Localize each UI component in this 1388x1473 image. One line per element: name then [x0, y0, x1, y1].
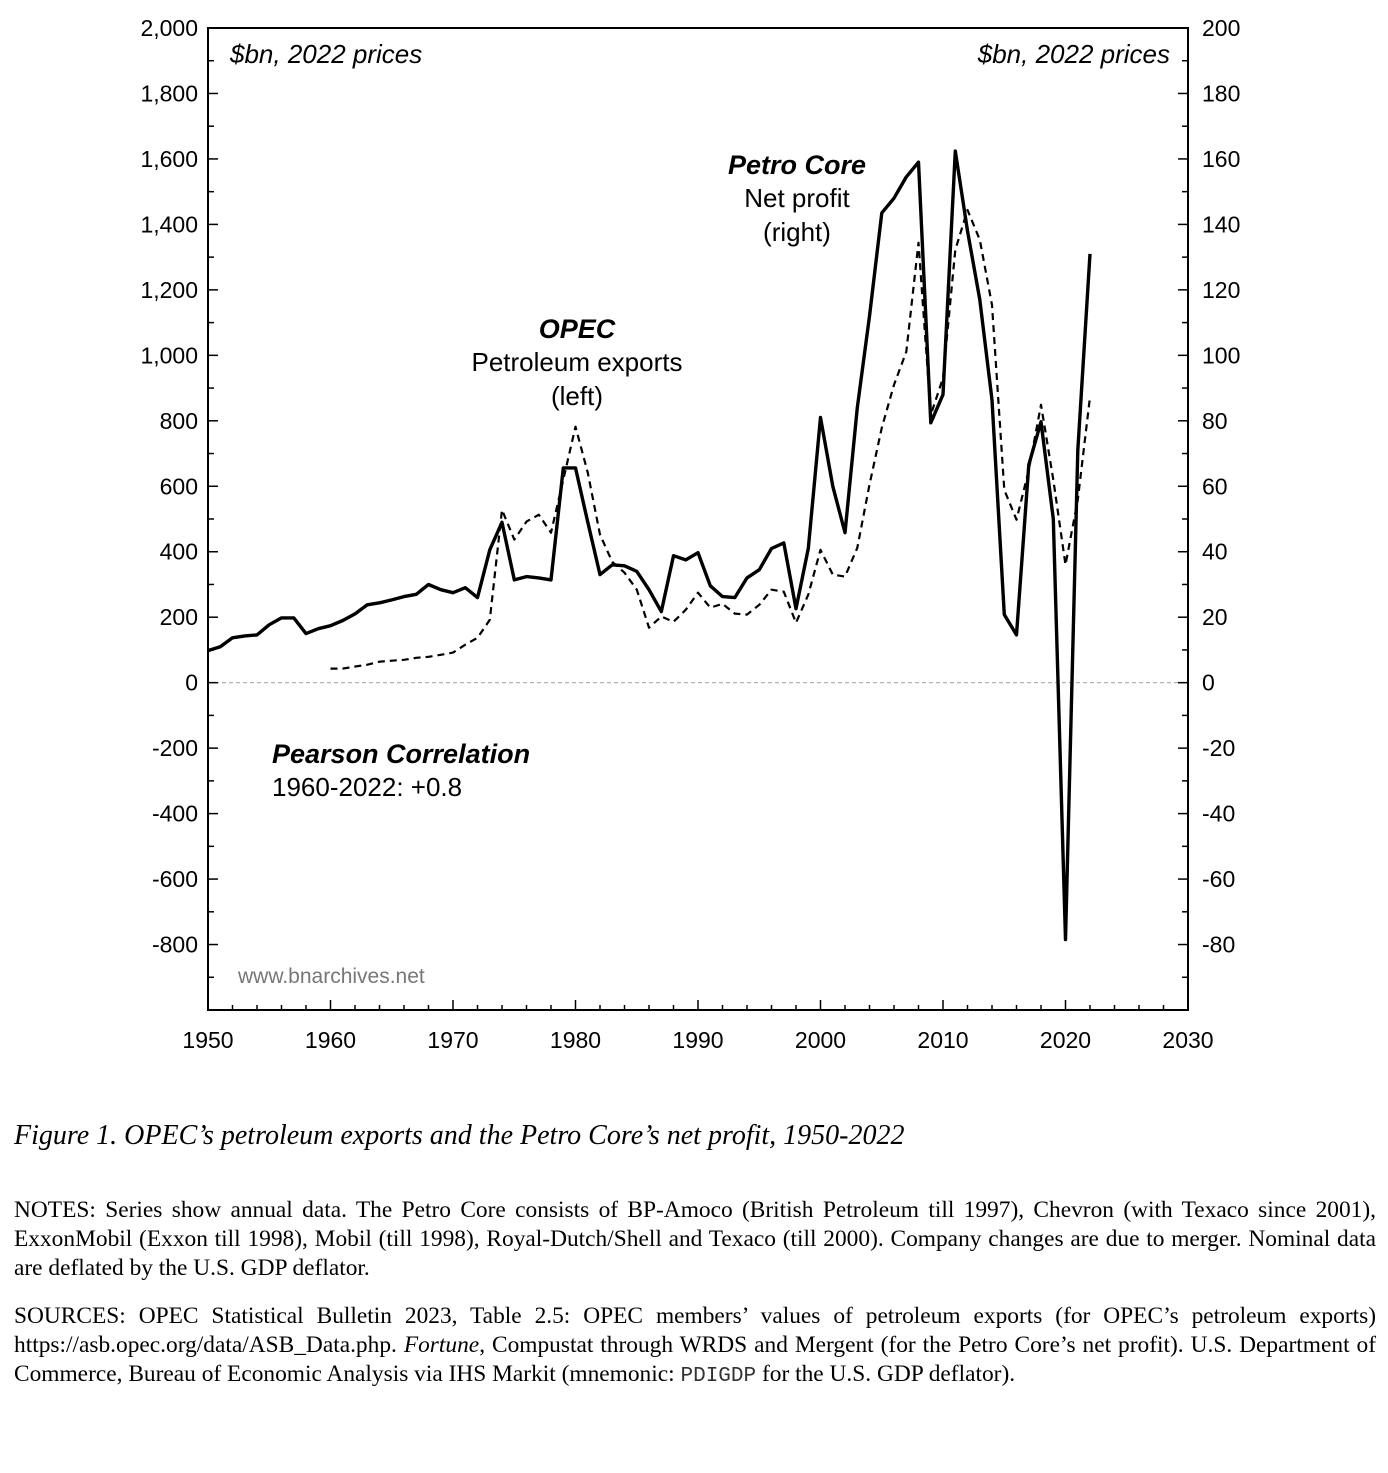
x-tick-label: 2010: [917, 1027, 968, 1053]
right-tick-label: 20: [1202, 604, 1228, 630]
sources-fortune: Fortune: [403, 1332, 480, 1358]
left-tick-label: 1,400: [140, 211, 198, 237]
petro-label-title: Petro Core: [728, 150, 866, 180]
right-unit-label: $bn, 2022 prices: [977, 39, 1170, 69]
sources-mnemonic: PDIGDP: [680, 1365, 757, 1388]
plot-frame: [207, 27, 1189, 1011]
x-tick-label: 2030: [1162, 1027, 1213, 1053]
opec-label-title: OPEC: [539, 314, 616, 344]
left-tick-label: 200: [160, 604, 198, 630]
petro-label-line1: Net profit: [744, 183, 850, 213]
right-tick-label: 40: [1202, 539, 1228, 565]
right-tick-label: 80: [1202, 408, 1228, 434]
sources-text-2: , Compustat through WRDS and Mergent (fo…: [14, 1332, 1376, 1387]
opec-label-line1: Petroleum exports: [472, 347, 683, 377]
right-tick-label: -40: [1202, 801, 1235, 827]
left-tick-label: 1,200: [140, 277, 198, 303]
x-tick-label: 2000: [795, 1027, 846, 1053]
left-tick-label: -600: [152, 866, 198, 892]
x-tick-label: 2020: [1040, 1027, 1091, 1053]
petro-label-line2: (right): [763, 217, 831, 247]
figure-caption: Figure 1. OPEC’s petroleum exports and t…: [14, 1120, 905, 1151]
right-tick-label: -80: [1202, 932, 1235, 958]
pearson-value: 1960-2022: +0.8: [272, 772, 462, 802]
left-tick-label: 2,000: [140, 15, 198, 41]
right-tick-label: 200: [1202, 15, 1240, 41]
right-tick-label: 60: [1202, 473, 1228, 499]
sources-text-1: SOURCES: OPEC Statistical Bulletin 2023,…: [14, 1303, 1376, 1358]
x-tick-label: 1970: [427, 1027, 478, 1053]
chart: 2,0001,8001,6001,4001,2001,0008006004002…: [140, 15, 1240, 1053]
right-tick-label: 0: [1202, 670, 1215, 696]
sources-text-3: for the U.S. GDP deflator).: [756, 1361, 1016, 1387]
left-tick-label: 0: [185, 670, 198, 696]
x-tick-label: 1990: [672, 1027, 723, 1053]
left-unit-label: $bn, 2022 prices: [229, 39, 422, 69]
x-tick-label: 1980: [550, 1027, 601, 1053]
right-tick-label: -20: [1202, 735, 1235, 761]
right-tick-label: -60: [1202, 866, 1235, 892]
left-tick-label: 800: [160, 408, 198, 434]
right-tick-label: 180: [1202, 80, 1240, 106]
right-tick-label: 120: [1202, 277, 1240, 303]
left-tick-label: 1,800: [140, 80, 198, 106]
x-tick-label: 1950: [182, 1027, 233, 1053]
opec-label-line2: (left): [551, 381, 603, 411]
right-tick-label: 160: [1202, 146, 1240, 172]
right-tick-label: 100: [1202, 342, 1240, 368]
left-tick-label: -200: [152, 735, 198, 761]
x-tick-label: 1960: [305, 1027, 356, 1053]
sources: SOURCES: OPEC Statistical Bulletin 2023,…: [14, 1302, 1376, 1391]
left-tick-label: 1,000: [140, 342, 198, 368]
left-tick-label: 1,600: [140, 146, 198, 172]
pearson-title: Pearson Correlation: [272, 739, 530, 769]
notes: NOTES: Series show annual data. The Petr…: [14, 1197, 1376, 1281]
left-tick-label: -400: [152, 801, 198, 827]
left-tick-label: 600: [160, 473, 198, 499]
left-tick-label: -800: [152, 932, 198, 958]
petro-core-profit-line: [207, 149, 1092, 942]
left-tick-label: 400: [160, 539, 198, 565]
watermark: www.bnarchives.net: [237, 965, 425, 988]
right-tick-label: 140: [1202, 211, 1240, 237]
